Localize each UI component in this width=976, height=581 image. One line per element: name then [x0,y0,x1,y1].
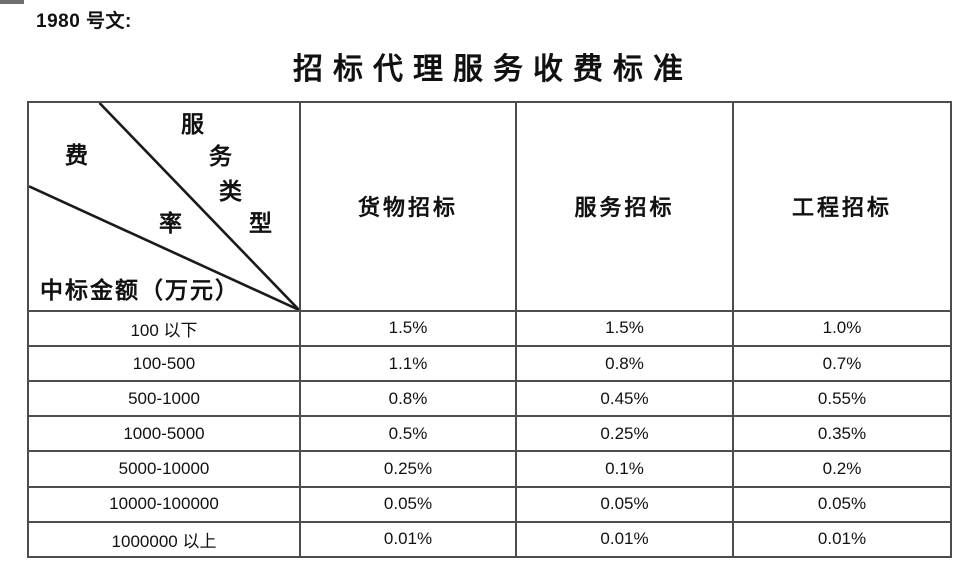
table-row: 10000-100000 0.05% 0.05% 0.05% [27,485,952,523]
column-header-service-bidding: 服务招标 [515,101,734,312]
table-header-row: 费 服 务 类 型 率 中标金额（万元） 货物招标 服务招标 工程招标 [27,101,952,312]
amount-range-cell: 5000-10000 [27,450,301,488]
amount-range-cell: 1000-5000 [27,415,301,453]
corner-label-service-type-char-4: 型 [249,210,272,237]
column-header-goods-bidding: 货物招标 [299,101,517,312]
fee-rate-cell: 0.05% [515,485,734,523]
table-row: 5000-10000 0.25% 0.1% 0.2% [27,450,952,488]
corner-label-service-type-char-2: 务 [209,143,232,170]
amount-range-cell: 10000-100000 [27,485,301,523]
corner-label-rate-char: 率 [159,210,182,237]
fee-rate-cell: 0.7% [732,345,952,383]
fee-rate-cell: 0.05% [299,485,517,523]
diagonal-header-cell: 费 服 务 类 型 率 中标金额（万元） [27,101,301,312]
fee-rate-cell: 0.01% [299,520,517,559]
corner-label-service-type-char-1: 服 [181,111,204,138]
fee-rate-cell: 0.01% [732,520,952,559]
amount-range-cell: 500-1000 [27,380,301,418]
fee-rate-cell: 0.5% [299,415,517,453]
fee-rate-cell: 1.5% [515,309,734,348]
table-row: 1000000 以上 0.01% 0.01% 0.01% [27,520,952,559]
fee-rate-cell: 0.2% [732,450,952,488]
table-row: 100 以下 1.5% 1.5% 1.0% [27,309,952,348]
amount-range-cell: 1000000 以上 [27,520,301,559]
fee-rate-cell: 0.8% [299,380,517,418]
fee-rate-cell: 1.0% [732,309,952,348]
fee-table: 费 服 务 类 型 率 中标金额（万元） 货物招标 服务招标 工程招标 100 … [27,101,952,559]
fee-rate-cell: 0.8% [515,345,734,383]
fee-rate-cell: 0.35% [732,415,952,453]
fee-rate-cell: 0.25% [515,415,734,453]
diagonal-divider-lines [30,103,298,309]
fee-rate-cell: 0.05% [732,485,952,523]
column-header-engineering-bidding: 工程招标 [732,101,952,312]
fee-rate-cell: 0.55% [732,380,952,418]
corner-label-fee-char: 费 [65,142,88,169]
doc-number: 1980 号文: [36,11,132,32]
page-title: 招标代理服务收费标准 [293,52,693,87]
fee-rate-cell: 0.25% [299,450,517,488]
scrollbar-artifact [0,0,24,4]
fee-rate-cell: 1.5% [299,309,517,348]
table-row: 1000-5000 0.5% 0.25% 0.35% [27,415,952,453]
corner-row-axis-label: 中标金额（万元） [40,277,240,304]
table-row: 500-1000 0.8% 0.45% 0.55% [27,380,952,418]
fee-rate-cell: 0.1% [515,450,734,488]
amount-range-cell: 100 以下 [27,309,301,348]
fee-rate-cell: 0.45% [515,380,734,418]
amount-range-cell: 100-500 [27,345,301,383]
table-row: 100-500 1.1% 0.8% 0.7% [27,345,952,383]
fee-rate-cell: 1.1% [299,345,517,383]
fee-rate-cell: 0.01% [515,520,734,559]
corner-label-service-type-char-3: 类 [219,178,242,205]
